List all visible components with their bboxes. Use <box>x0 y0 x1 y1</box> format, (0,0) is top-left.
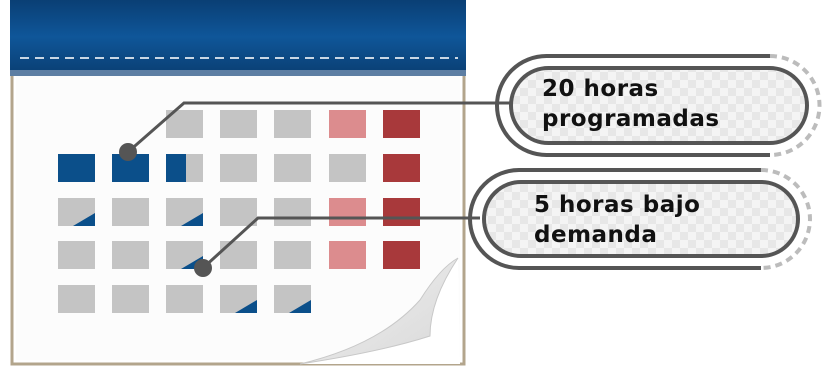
calendar-day-cell-weekend <box>383 154 420 182</box>
partial-hour-marker <box>181 213 203 226</box>
calendar-grid <box>58 110 420 313</box>
calendar-day-cell <box>220 198 257 226</box>
calendar-day-cell-partial <box>166 154 186 182</box>
callout-2-line2: demanda <box>534 222 658 248</box>
callout-bubble-2 <box>468 167 813 271</box>
callout-bubble-1 <box>495 53 823 158</box>
calendar-day-cell <box>274 110 311 138</box>
calendar-day-cell <box>329 154 366 182</box>
calendar-day-cell-weekend <box>383 241 420 269</box>
connector-bottom <box>194 216 480 277</box>
calendar-day-cell <box>112 198 149 226</box>
partial-hour-marker <box>73 213 95 226</box>
connector-dot <box>119 143 137 161</box>
calendar-day-cell-weekend <box>329 198 366 226</box>
calendar-day-cell-scheduled <box>58 154 95 182</box>
connector-dot <box>194 259 212 277</box>
calendar-day-cell <box>58 241 95 269</box>
callout-text-2: 5 horas bajo demanda <box>534 190 700 250</box>
partial-hour-marker <box>235 300 257 313</box>
partial-hour-marker <box>289 300 311 313</box>
calendar-day-cell <box>220 154 257 182</box>
calendar-day-cell-weekend <box>383 198 420 226</box>
calendar-day-cell-weekend <box>383 110 420 138</box>
calendar-day-cell <box>274 198 311 226</box>
calendar-day-cell <box>220 241 257 269</box>
callout-1-line2: programadas <box>542 106 720 132</box>
calendar-day-cell <box>58 285 95 313</box>
connector-top <box>119 101 510 161</box>
calendar-day-cell <box>166 285 203 313</box>
calendar-day-cell-weekend <box>329 241 366 269</box>
calendar-cover <box>10 0 466 76</box>
callout-2-line1: 5 horas bajo <box>534 192 701 218</box>
calendar-day-cell <box>274 154 311 182</box>
calendar-day-cell <box>112 241 149 269</box>
page-curl <box>299 257 460 365</box>
callout-1-line1: 20 horas <box>542 76 659 102</box>
calendar-day-cell <box>220 110 257 138</box>
calendar-day-cell <box>274 241 311 269</box>
calendar-day-cell-weekend <box>329 110 366 138</box>
callout-text-1: 20 horas programadas <box>542 74 720 134</box>
calendar-day-cell <box>112 285 149 313</box>
